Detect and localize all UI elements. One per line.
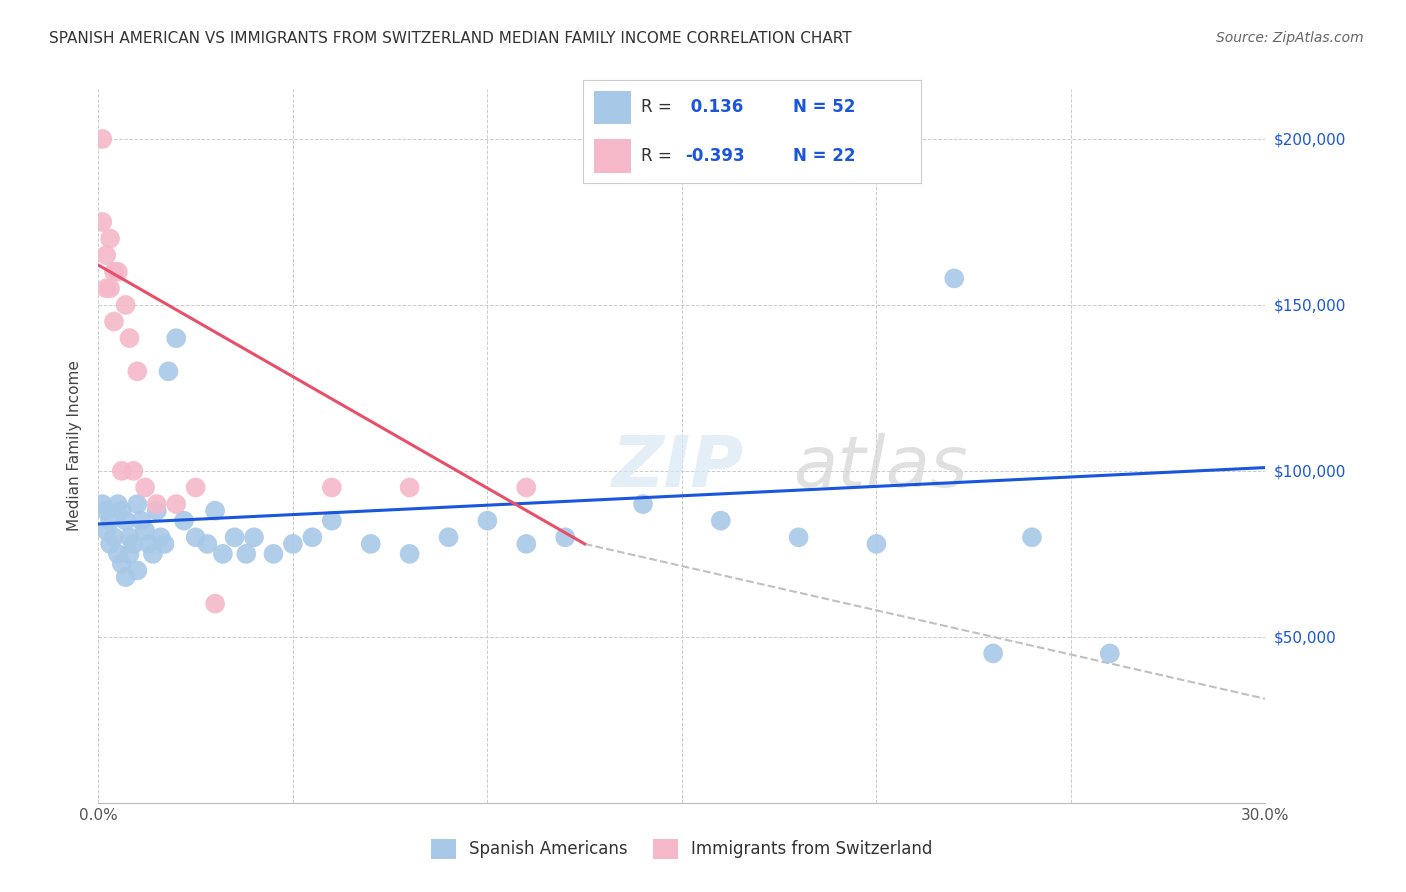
Point <box>127 564 149 578</box>
Text: 0.136: 0.136 <box>685 98 742 117</box>
Point <box>96 504 118 518</box>
Point <box>398 547 420 561</box>
Point <box>96 248 118 262</box>
Text: ZIP: ZIP <box>612 433 744 502</box>
Point <box>360 537 382 551</box>
Point <box>134 524 156 538</box>
Point <box>184 481 207 495</box>
Point <box>127 364 149 378</box>
Point <box>184 530 207 544</box>
Point <box>224 530 246 544</box>
Point <box>865 537 887 551</box>
Point <box>127 497 149 511</box>
Point <box>631 497 654 511</box>
Point <box>157 364 180 378</box>
Point <box>554 530 576 544</box>
Point <box>321 481 343 495</box>
Point <box>235 547 257 561</box>
Point <box>98 514 121 528</box>
Point <box>146 497 169 511</box>
Point <box>515 481 537 495</box>
Point <box>98 537 121 551</box>
Point <box>96 281 118 295</box>
Point <box>91 497 114 511</box>
Point <box>981 647 1004 661</box>
Point <box>129 514 152 528</box>
Y-axis label: Median Family Income: Median Family Income <box>67 360 83 532</box>
Point <box>262 547 284 561</box>
Point <box>103 530 125 544</box>
Point <box>281 537 304 551</box>
Point <box>787 530 810 544</box>
Point <box>1098 647 1121 661</box>
Point <box>204 504 226 518</box>
Legend: Spanish Americans, Immigrants from Switzerland: Spanish Americans, Immigrants from Switz… <box>425 832 939 866</box>
Point <box>149 530 172 544</box>
Bar <box>593 91 631 124</box>
Point <box>195 537 218 551</box>
Point <box>98 281 121 295</box>
Point <box>321 514 343 528</box>
Point <box>212 547 235 561</box>
Point <box>165 331 187 345</box>
Text: atlas: atlas <box>793 433 967 502</box>
Point <box>173 514 195 528</box>
Point <box>114 514 136 528</box>
Point <box>243 530 266 544</box>
Point <box>943 271 966 285</box>
Point <box>204 597 226 611</box>
Text: R =: R = <box>641 98 676 117</box>
Point <box>138 537 160 551</box>
Point <box>111 557 134 571</box>
Point <box>118 530 141 544</box>
Point <box>98 231 121 245</box>
Point <box>301 530 323 544</box>
Point <box>107 547 129 561</box>
Point <box>91 215 114 229</box>
Point <box>107 265 129 279</box>
Point <box>103 265 125 279</box>
Point <box>111 504 134 518</box>
Point <box>437 530 460 544</box>
Point <box>103 314 125 328</box>
Point <box>710 514 733 528</box>
Point <box>165 497 187 511</box>
Point <box>114 570 136 584</box>
Text: R =: R = <box>641 146 676 165</box>
Point <box>1021 530 1043 544</box>
Point <box>153 537 176 551</box>
Point <box>118 331 141 345</box>
Point <box>515 537 537 551</box>
Bar <box>593 139 631 173</box>
Point <box>107 497 129 511</box>
Text: -0.393: -0.393 <box>685 146 744 165</box>
Point <box>477 514 499 528</box>
Point <box>146 504 169 518</box>
Point <box>122 464 145 478</box>
Point <box>111 464 134 478</box>
Point <box>142 547 165 561</box>
Point <box>114 298 136 312</box>
Text: N = 52: N = 52 <box>793 98 855 117</box>
Point <box>91 132 114 146</box>
Text: Source: ZipAtlas.com: Source: ZipAtlas.com <box>1216 31 1364 45</box>
Text: N = 22: N = 22 <box>793 146 855 165</box>
Point <box>134 481 156 495</box>
Point <box>118 547 141 561</box>
Text: SPANISH AMERICAN VS IMMIGRANTS FROM SWITZERLAND MEDIAN FAMILY INCOME CORRELATION: SPANISH AMERICAN VS IMMIGRANTS FROM SWIT… <box>49 31 852 46</box>
Point <box>96 524 118 538</box>
Point <box>122 537 145 551</box>
Point <box>398 481 420 495</box>
